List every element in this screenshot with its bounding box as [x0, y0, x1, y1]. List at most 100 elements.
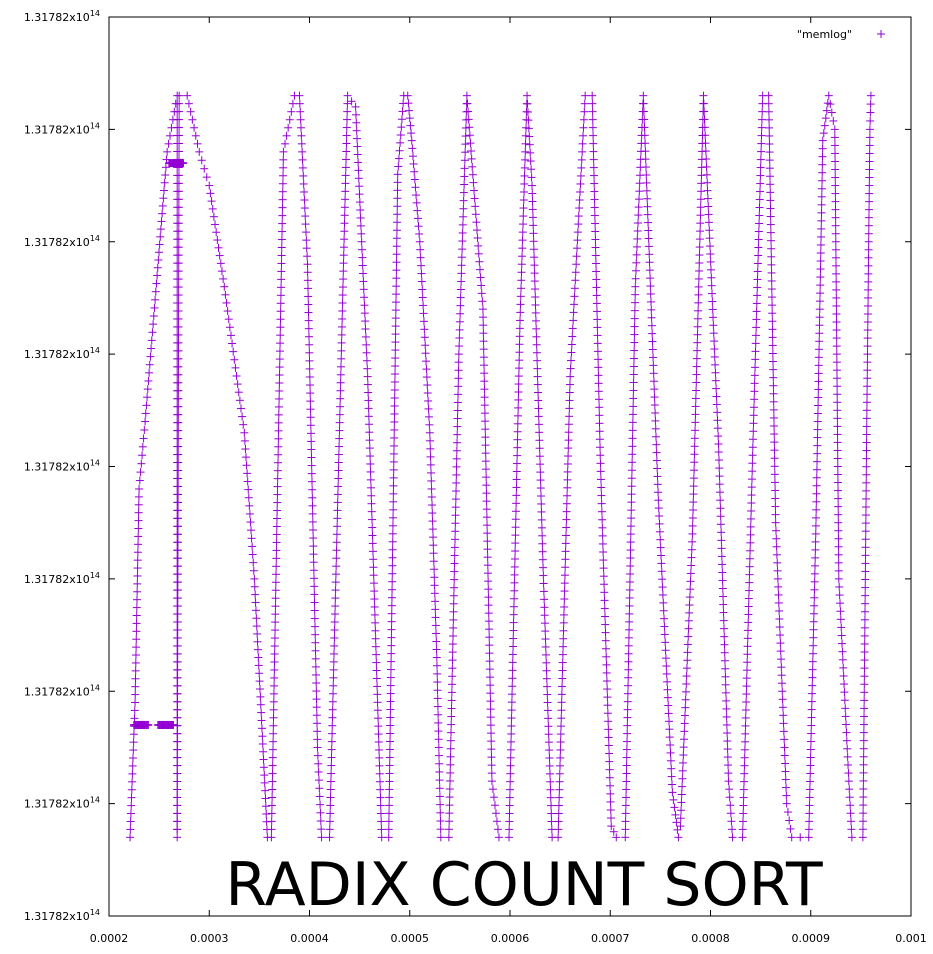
data-point: [248, 550, 257, 559]
data-point: [341, 171, 350, 180]
data-point: [377, 817, 386, 826]
data-point: [463, 99, 472, 108]
data-point: [454, 390, 463, 399]
data-point: [557, 722, 566, 731]
data-point: [516, 292, 525, 301]
data-point: [483, 545, 492, 554]
data-point: [305, 372, 314, 381]
data-point: [174, 306, 183, 315]
data-point: [274, 410, 283, 419]
data-point: [315, 784, 324, 793]
data-point: [532, 348, 541, 357]
data-point: [470, 194, 479, 203]
data-point: [259, 755, 268, 764]
data-point: [262, 809, 271, 818]
data-point: [173, 769, 182, 778]
data-point: [305, 356, 314, 365]
data-point: [342, 155, 351, 164]
data-point: [388, 537, 397, 546]
data-point: [363, 380, 372, 389]
data-point: [148, 328, 157, 337]
data-point: [138, 451, 147, 460]
data-point: [521, 139, 530, 148]
data-point: [287, 107, 296, 116]
data-point: [356, 213, 365, 222]
data-point: [133, 587, 142, 596]
data-point: [336, 362, 345, 371]
data-point: [559, 634, 568, 643]
data-point: [536, 468, 545, 477]
data-point: [238, 412, 247, 421]
data-point: [530, 261, 539, 270]
data-point: [175, 115, 184, 124]
data-point: [313, 727, 322, 736]
data-point: [390, 378, 399, 387]
data-point: [352, 126, 361, 135]
data-point: [457, 277, 466, 286]
data-point: [454, 382, 463, 391]
data-point: [559, 618, 568, 627]
data-point: [174, 394, 183, 403]
data-point: [448, 672, 457, 681]
data-point: [225, 323, 234, 332]
data-point: [521, 147, 530, 156]
data-point: [508, 682, 517, 691]
data-point: [515, 340, 524, 349]
data-point: [276, 331, 285, 340]
data-point: [519, 212, 528, 221]
data-point: [307, 429, 316, 438]
data-point: [391, 346, 400, 355]
data-point: [392, 282, 401, 291]
data-point: [506, 777, 515, 786]
data-point: [329, 665, 338, 674]
data-point: [219, 274, 228, 283]
data-point: [340, 227, 349, 236]
data-point: [538, 555, 547, 564]
data-point: [370, 587, 379, 596]
data-point: [339, 259, 348, 268]
data-point: [247, 534, 256, 543]
data-point: [193, 139, 202, 148]
data-point: [269, 721, 278, 730]
data-point: [393, 202, 402, 211]
data-point: [472, 218, 481, 227]
data-point: [306, 421, 315, 430]
data-point: [520, 163, 529, 172]
data-point: [520, 179, 529, 188]
data-point: [510, 586, 519, 595]
data-point: [483, 537, 492, 546]
data-point: [456, 285, 465, 294]
data-point: [454, 366, 463, 375]
data-point: [361, 317, 370, 326]
data-point: [518, 252, 527, 261]
data-point: [391, 330, 400, 339]
data-point: [450, 559, 459, 568]
data-point: [355, 190, 364, 199]
data-point: [364, 388, 373, 397]
data-point: [158, 209, 167, 218]
data-point: [446, 760, 455, 769]
data-point: [482, 505, 491, 514]
data-point: [392, 274, 401, 283]
data-point: [329, 681, 338, 690]
chart-annotation: RADIX COUNT SORT: [225, 850, 823, 920]
data-point: [326, 801, 335, 810]
data-point: [528, 181, 537, 190]
data-point: [174, 378, 183, 387]
data-point: [427, 493, 436, 502]
data-point: [392, 266, 401, 275]
data-point: [343, 91, 352, 100]
data-point: [131, 666, 140, 675]
data-point: [157, 217, 166, 226]
data-point: [433, 686, 442, 695]
data-point: [540, 611, 549, 620]
data-point: [363, 372, 372, 381]
data-point: [365, 436, 374, 445]
data-point: [494, 833, 503, 842]
data-point: [558, 674, 567, 683]
data-point: [486, 681, 495, 690]
data-point: [126, 825, 135, 834]
data-point: [174, 482, 183, 491]
data-point: [277, 243, 286, 252]
data-point: [153, 263, 162, 272]
